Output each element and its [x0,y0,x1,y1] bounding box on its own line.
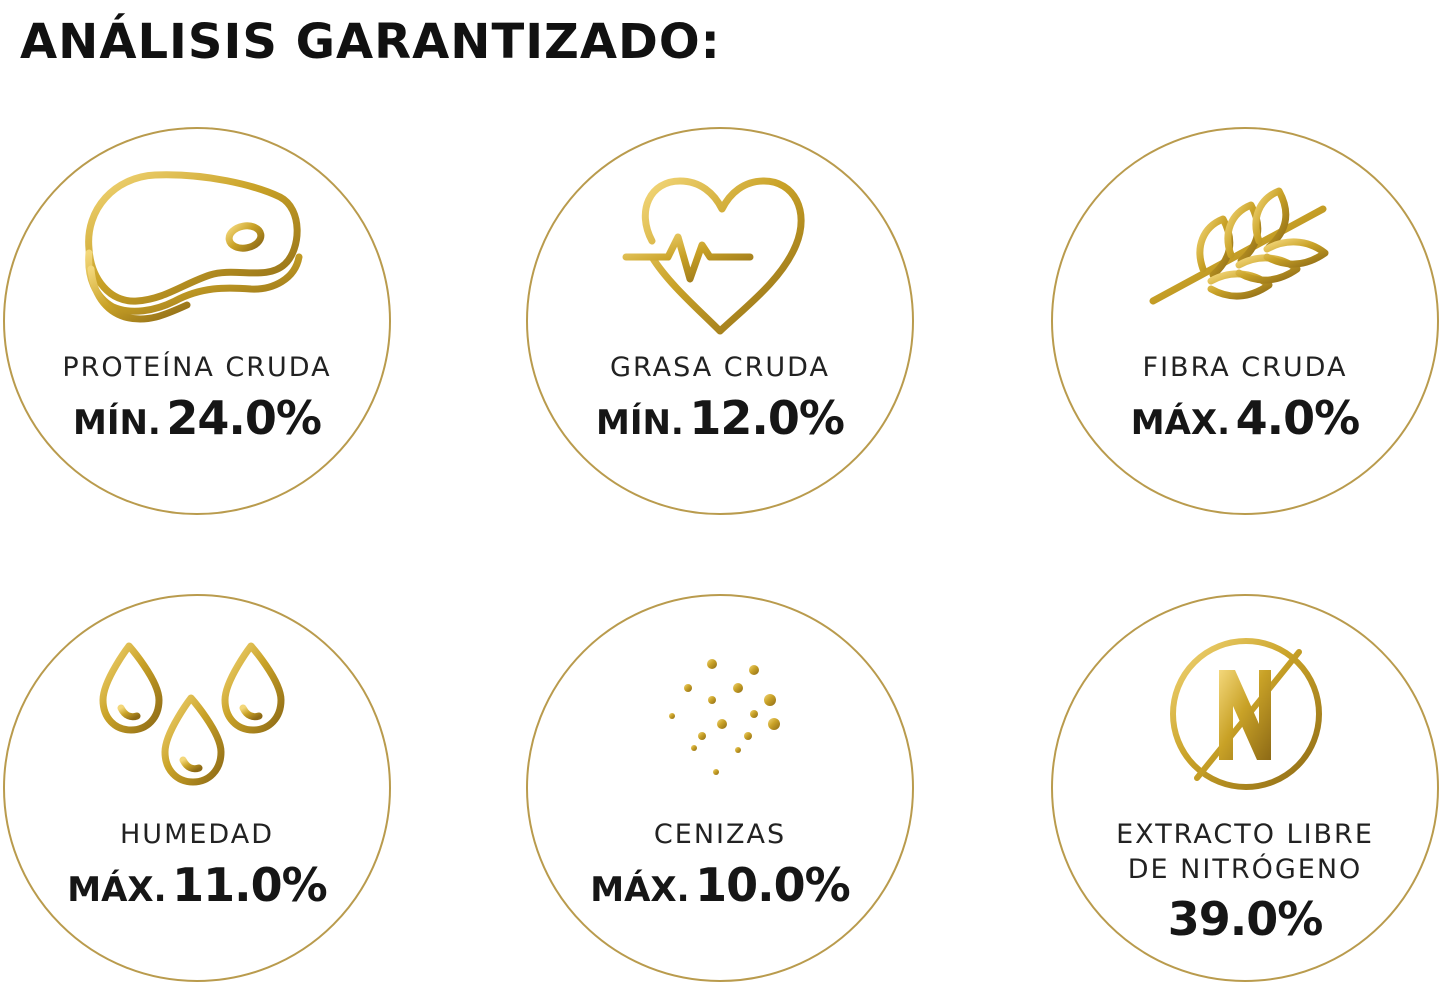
value-number: 11.0% [172,858,328,912]
nutrient-card-moisture: HUMEDAD MÁX. 11.0% [3,594,391,982]
nitrogen-free-icon [1170,638,1322,790]
heart-pulse-icon [622,177,805,335]
meat-icon [85,171,303,323]
water-drops-icon [99,642,285,786]
nutrient-card-fat: GRASA CRUDA MÍN. 12.0% [526,127,914,515]
wheat-icon [1149,187,1329,305]
value-number: 39.0% [1167,892,1324,946]
nutrient-value: MÁX. 4.0% [1053,391,1437,445]
nutrient-label: CENIZAS [653,819,787,850]
value-qualifier: MÁX. [590,870,690,910]
nutrient-value: MÁX. 11.0% [5,858,389,912]
value-qualifier: MÁX. [1130,403,1231,443]
value-number: 4.0% [1235,391,1361,445]
value-number: 24.0% [166,391,322,445]
nutrient-label: GRASA CRUDA [610,352,830,383]
nutrient-value: MÁX. 10.0% [528,858,912,912]
page-title: ANÁLISIS GARANTIZADO: [20,14,721,70]
nutrient-card-fiber: FIBRA CRUDA MÁX. 4.0% [1051,127,1439,515]
nutrient-value: MÍN. 24.0% [5,391,389,445]
nutrient-label-line2: DE NITRÓGENO [1127,854,1363,885]
ash-dots-icon [669,659,780,775]
value-qualifier: MÁX. [67,870,167,910]
nutrient-card-ash: CENIZAS MÁX. 10.0% [526,594,914,982]
nutrient-label: FIBRA CRUDA [1142,352,1348,383]
value-number: 12.0% [689,391,845,445]
value-qualifier: MÍN. [72,403,161,443]
nutrient-value: 39.0% [1053,892,1437,946]
nutrient-card-protein: PROTEÍNA CRUDA MÍN. 24.0% [3,127,391,515]
nutrient-label: PROTEÍNA CRUDA [62,352,332,383]
nutrient-value: MÍN. 12.0% [528,391,912,445]
nutrient-label: HUMEDAD [120,819,274,850]
nutrient-card-nitrogen-free-extract: EXTRACTO LIBRE DE NITRÓGENO 39.0% [1051,594,1439,982]
value-number: 10.0% [695,858,851,912]
nutrient-label-line1: EXTRACTO LIBRE [1116,819,1374,850]
value-qualifier: MÍN. [595,403,684,443]
